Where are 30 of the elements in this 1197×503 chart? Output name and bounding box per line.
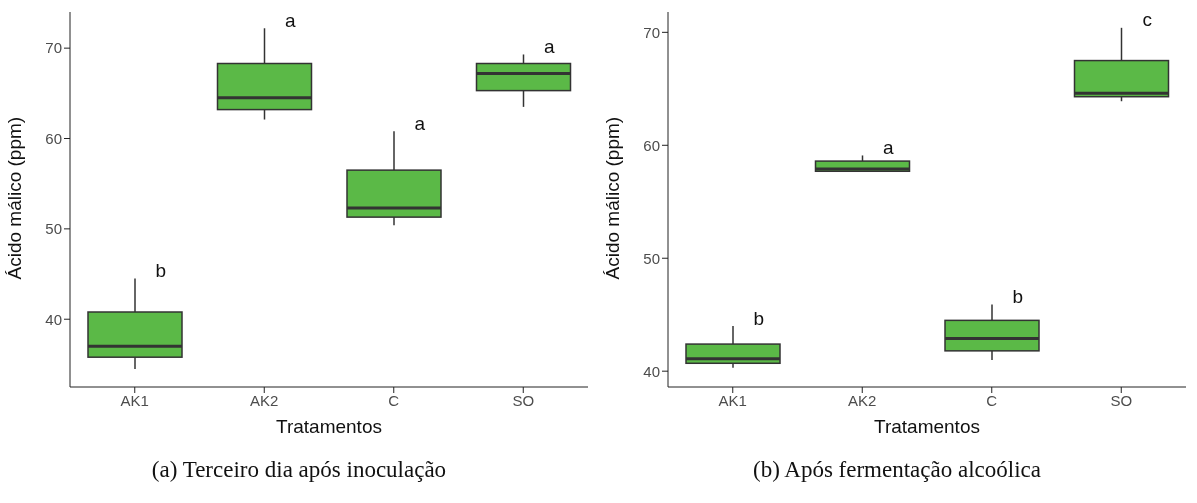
x-tick-label: SO: [1110, 391, 1133, 409]
annotation: a: [882, 136, 894, 158]
y-tick-label: 40: [45, 310, 62, 328]
annotation: a: [284, 9, 296, 31]
annotation: c: [1142, 9, 1152, 31]
annotation: a: [414, 112, 426, 134]
x-tick-label: AK1: [120, 391, 149, 409]
x-tick-label: SO: [512, 391, 535, 409]
y-tick-label: 70: [643, 23, 660, 41]
x-tick-label: AK1: [718, 391, 747, 409]
y-tick-label: 70: [45, 39, 62, 57]
x-tick-label: C: [986, 391, 998, 409]
text: (b) Após fermentação alcoólica: [752, 457, 1042, 483]
annotation: b: [753, 307, 765, 329]
text: (a) Terceiro dia após inoculação: [150, 457, 448, 483]
annotation: b: [155, 260, 167, 282]
x-axis-title: Tratamentos: [276, 416, 382, 437]
y-tick-label: 50: [643, 249, 660, 267]
x-tick-label: C: [388, 391, 400, 409]
y-tick-label: 50: [45, 220, 62, 238]
x-tick-label: AK2: [250, 391, 279, 409]
y-tick-label: 60: [643, 136, 660, 154]
annotation: a: [543, 35, 555, 57]
x-tick-label: AK2: [848, 391, 877, 409]
y-tick-label: 60: [45, 129, 62, 147]
y-tick-label: 40: [643, 362, 660, 380]
x-axis-title: Tratamentos: [874, 416, 980, 437]
annotation: b: [1012, 286, 1024, 308]
y-axis-title: Ácido málico (ppm): [3, 116, 25, 280]
y-axis-title: Ácido málico (ppm): [601, 116, 623, 280]
